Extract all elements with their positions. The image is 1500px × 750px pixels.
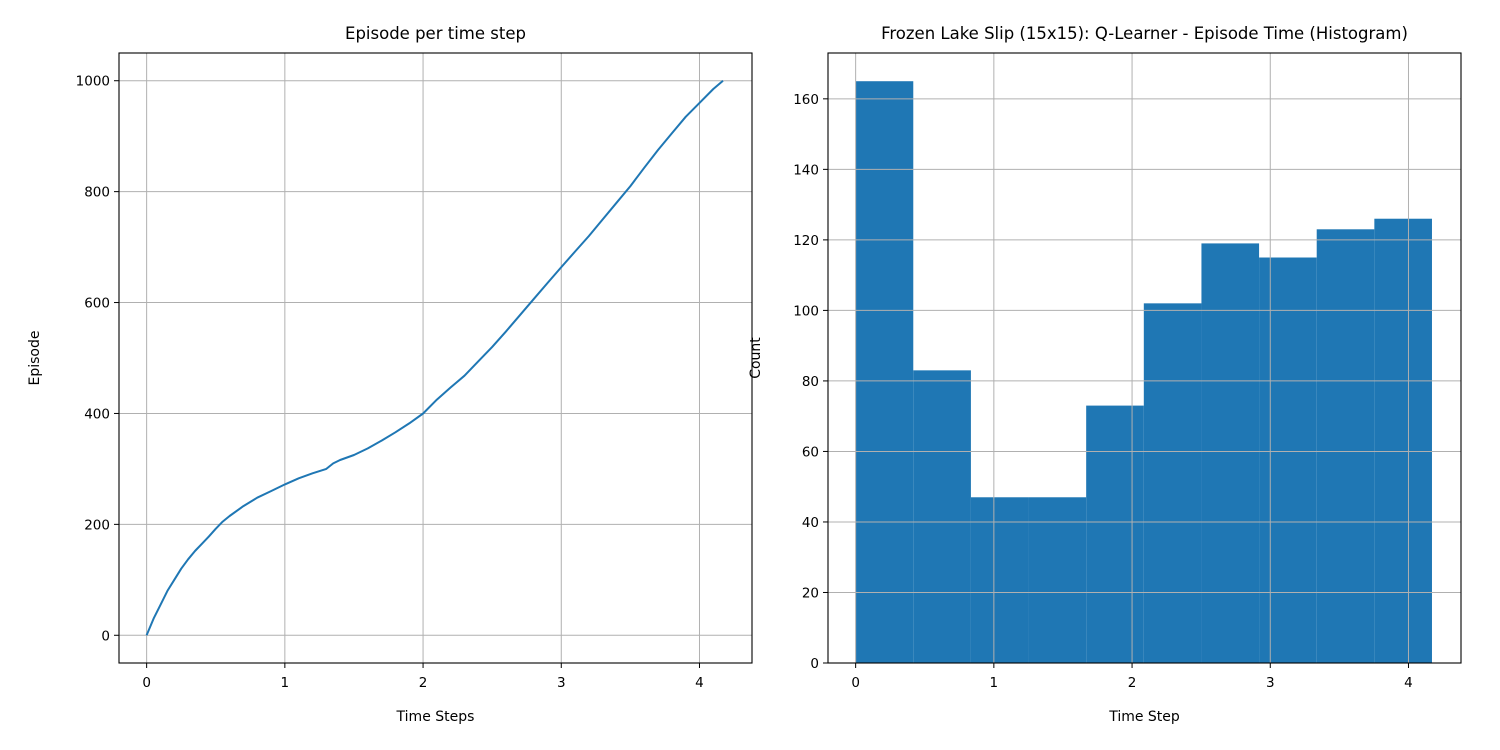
episode-line: [145, 79, 724, 636]
histogram-bar: [1201, 243, 1260, 664]
x-tick-label: 4: [1404, 675, 1413, 691]
histogram-bar: [913, 370, 971, 663]
line-chart: 0 1 2 3 4 0 200 400 600 800 1000 Episode per time…: [27, 24, 753, 725]
line-chart-x-axis-label: Time Steps: [396, 709, 475, 725]
histogram-bars: [855, 81, 1432, 664]
y-tick-label: 400: [84, 406, 110, 422]
x-tick-label: 1: [990, 675, 999, 691]
y-tick-label: 160: [793, 92, 819, 108]
histogram-bar: [970, 497, 1029, 663]
y-tick-label: 600: [84, 296, 110, 312]
line-chart-title: Episode per time step: [345, 24, 526, 43]
histogram-y-axis-label: Count: [748, 337, 764, 379]
line-chart-series: [145, 79, 724, 636]
y-tick-label: 1000: [76, 74, 110, 90]
y-tick-label: 0: [810, 656, 819, 672]
x-tick-label: 0: [851, 675, 860, 691]
x-tick-label: 0: [142, 675, 151, 691]
histogram-bar: [1086, 405, 1144, 663]
histogram-chart: 0 1 2 3 4 0 20 40 60 80 100 120 140 160 Frozen Lake …: [748, 24, 1462, 725]
y-tick-label: 120: [793, 233, 819, 249]
x-tick-label: 2: [419, 675, 428, 691]
y-tick-label: 20: [802, 585, 819, 601]
histogram-bar: [1259, 257, 1317, 663]
x-tick-label: 2: [1128, 675, 1137, 691]
y-tick-label: 80: [802, 374, 819, 390]
histogram-bar: [1374, 218, 1432, 664]
histogram-bar: [1316, 229, 1375, 663]
histogram-bar: [1028, 497, 1087, 663]
x-tick-label: 3: [1266, 675, 1275, 691]
histogram-x-ticks: 0 1 2 3 4: [851, 663, 1413, 691]
histogram-title: Frozen Lake Slip (15x15): Q-Learner - Ep…: [881, 24, 1408, 43]
y-tick-label: 140: [793, 162, 819, 178]
histogram-frame: [827, 52, 1462, 664]
x-tick-label: 3: [557, 675, 566, 691]
x-tick-label: 1: [281, 675, 290, 691]
x-tick-label: 4: [695, 675, 704, 691]
y-tick-label: 40: [802, 515, 819, 531]
line-chart-y-axis-label: Episode: [27, 331, 43, 386]
line-chart-grid: [119, 53, 752, 663]
y-tick-label: 0: [101, 628, 110, 644]
y-tick-label: 100: [793, 303, 819, 319]
line-chart-x-ticks: 0 1 2 3 4: [142, 663, 704, 691]
histogram-x-axis-label: Time Step: [1108, 709, 1180, 725]
y-tick-label: 200: [84, 517, 110, 533]
histogram-bar: [1143, 303, 1202, 663]
y-tick-label: 60: [802, 444, 819, 460]
histogram-y-ticks: 0 20 40 60 80 100 120 140 160: [793, 92, 828, 672]
line-chart-frame: [118, 52, 753, 664]
y-tick-label: 800: [84, 185, 110, 201]
line-chart-y-ticks: 0 200 400 600 800 1000: [76, 74, 119, 644]
histogram-bar: [855, 81, 914, 664]
